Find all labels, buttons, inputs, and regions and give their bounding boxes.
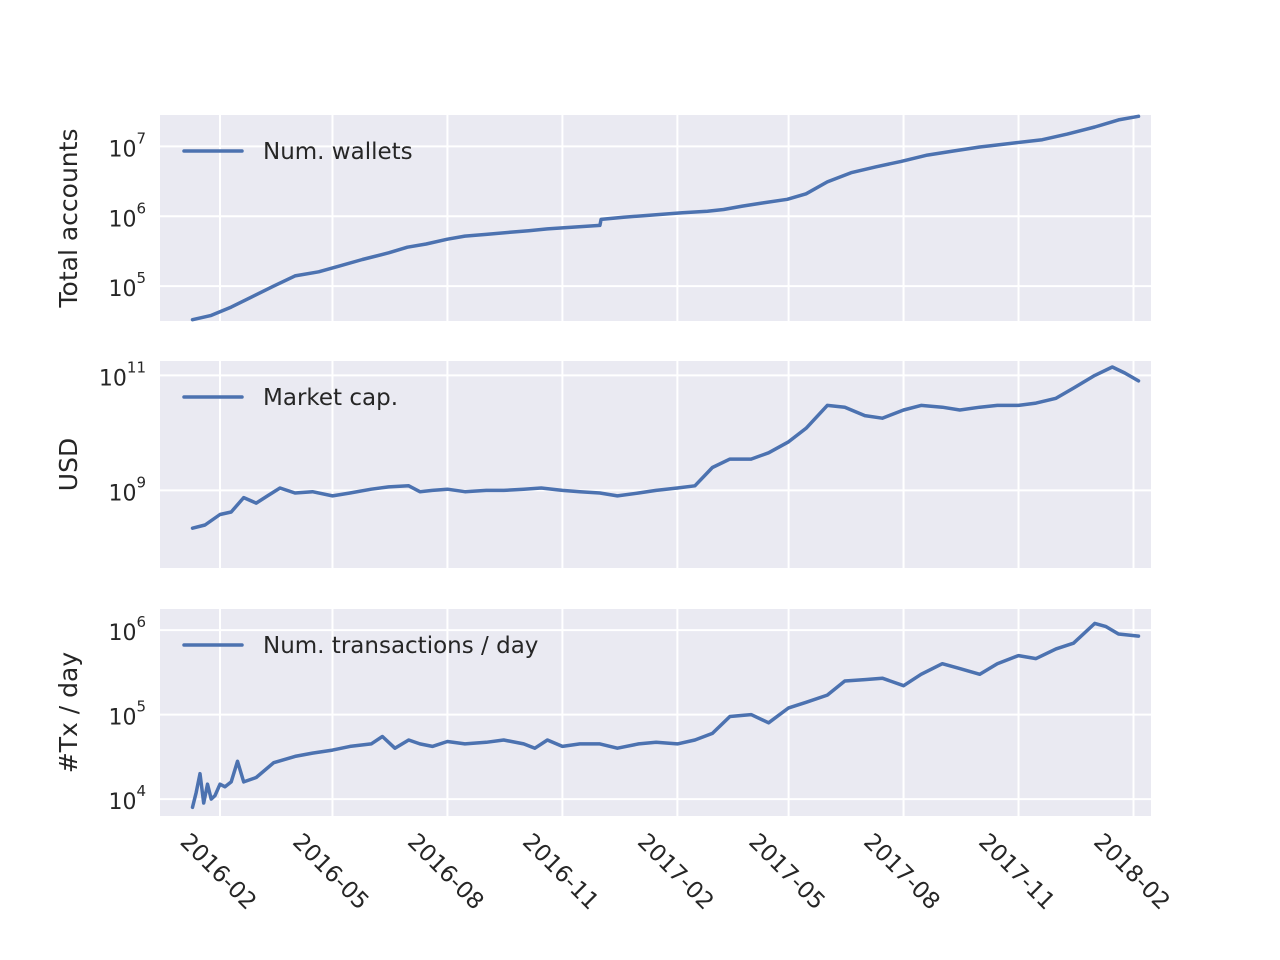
x-tick-label: 2017-05: [743, 829, 829, 915]
series-line-usd: [190, 365, 1141, 530]
x-axis-tick-labels: 2016-02 2016-05 2016-08 2016-11 2017-02 2017-…: [175, 829, 1175, 915]
y-tick-label: 107: [108, 129, 146, 162]
x-tick-label: 2017-08: [858, 829, 944, 915]
panel-total-accounts: 105 106 107 Total accounts Num. wallets: [54, 114, 1151, 322]
x-tick-label: 2016-08: [402, 829, 488, 915]
panel-tx-per-day: 104 105 106 #Tx / day Num. transactions / da…: [54, 609, 1151, 816]
plot-background: [160, 361, 1151, 568]
legend-label: Num. transactions / day: [263, 633, 538, 659]
x-tick-label: 2018-02: [1088, 829, 1174, 915]
y-tick-label: 106: [108, 199, 146, 232]
y-tick-label: 1011: [99, 358, 146, 391]
series-line-tx-per-day: [190, 621, 1141, 810]
y-tick-label: 105: [108, 698, 146, 731]
y-axis-label: USD: [54, 438, 83, 491]
x-tick-label: 2016-11: [517, 829, 603, 915]
y-tick-label: 104: [108, 782, 146, 815]
y-tick-label: 109: [108, 473, 146, 506]
panel-usd: 109 1011 USD Market cap.: [54, 358, 1151, 568]
y-axis-label: Total accounts: [54, 129, 83, 309]
x-tick-label: 2017-11: [973, 829, 1059, 915]
x-tick-label: 2016-05: [287, 829, 373, 915]
x-tick-label: 2017-02: [632, 829, 718, 915]
legend-label: Market cap.: [263, 385, 398, 411]
plot-background: [160, 609, 1151, 816]
x-tick-label: 2016-02: [175, 829, 261, 915]
series-line-total-accounts: [190, 114, 1141, 322]
legend-label: Num. wallets: [263, 139, 413, 165]
y-axis-label: #Tx / day: [54, 652, 83, 774]
y-tick-label: 105: [108, 269, 146, 302]
y-tick-label: 106: [108, 613, 146, 646]
